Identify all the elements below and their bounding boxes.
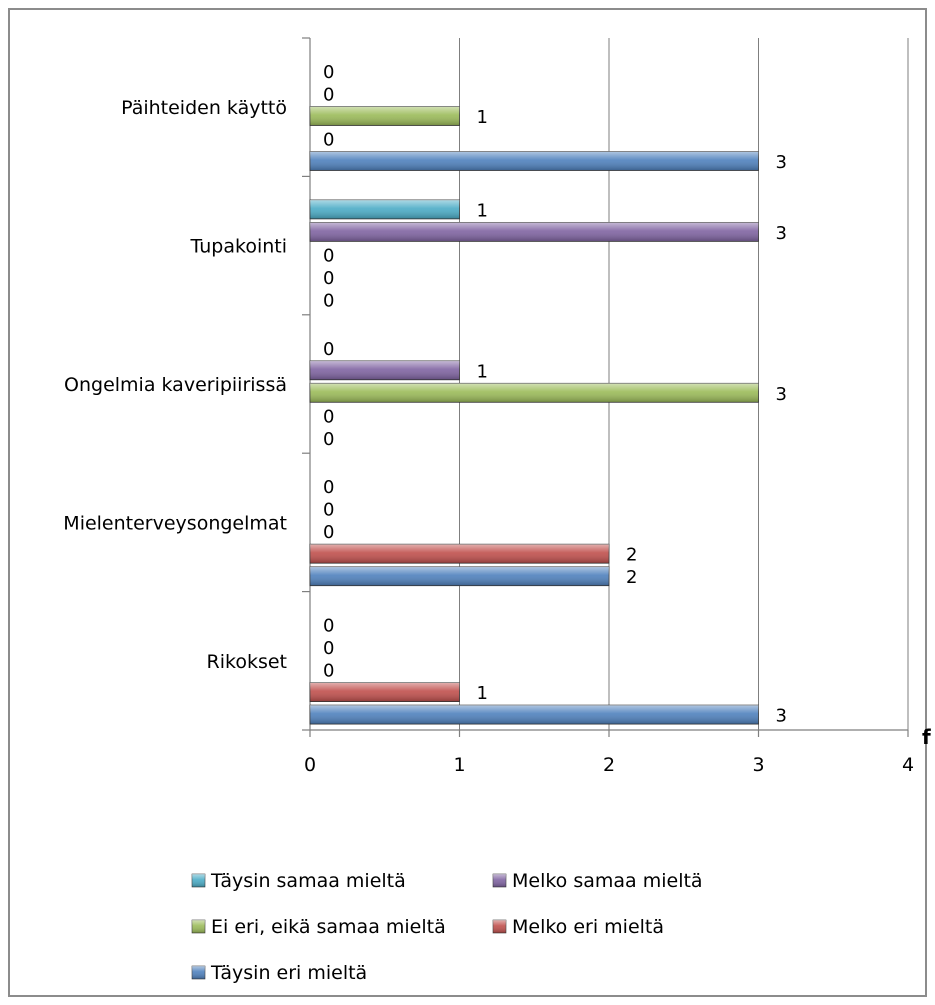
bar-mielenterveysongelmat-taysin-eri-mielta [309, 566, 610, 587]
legend-item-ei-eri-eika-samaa-mielta: Ei eri, eikä samaa mieltä [191, 916, 446, 938]
x-tick-label: 1 [453, 754, 465, 776]
data-label: 0 [323, 661, 334, 682]
bar-tupakointi-taysin-samaa-mielta [309, 199, 460, 220]
bar-paihteiden-kaytto-ei-eri-eika-samaa-mielta [309, 106, 460, 126]
data-label: 1 [477, 683, 488, 704]
data-label: 0 [323, 62, 334, 83]
data-label: 0 [323, 638, 334, 659]
legend-label: Melko samaa mieltä [512, 870, 703, 892]
data-label: 0 [323, 130, 334, 151]
bar-sheen [310, 151, 759, 171]
bar-tupakointi-melko-samaa-mielta [309, 221, 759, 242]
bar-sheen [310, 360, 460, 380]
data-label: 3 [776, 223, 787, 244]
data-label: 0 [323, 245, 334, 266]
legend-swatch-sheen [192, 966, 205, 979]
data-label: 3 [776, 384, 787, 405]
bar-sheen [310, 383, 759, 403]
legend-swatch-sheen [192, 874, 205, 887]
bar-sheen [310, 682, 460, 702]
data-label: 0 [323, 522, 334, 543]
data-label: 0 [323, 290, 334, 311]
data-label: 3 [776, 706, 787, 727]
x-tick-label: 2 [603, 754, 615, 776]
category-label-mielenterveysongelmat: Mielenterveysongelmat [63, 512, 287, 534]
category-label-paihteiden-kaytto: Päihteiden käyttö [121, 97, 287, 119]
legend-item-taysin-eri-mielta: Täysin eri mieltä [191, 962, 367, 984]
data-label: 3 [776, 152, 787, 173]
x-tick-label: 3 [752, 754, 764, 776]
bar-ongelmia-kaveripiirissa-ei-eri-eika-samaa-mielta [309, 382, 759, 403]
data-label: 1 [477, 200, 488, 221]
legend: Täysin samaa mieltä Melko samaa mieltä Ei … [191, 870, 703, 984]
data-label: 0 [323, 406, 334, 427]
bar-sheen [310, 106, 460, 126]
bars [309, 106, 759, 725]
legend-swatch-sheen [493, 920, 506, 933]
legend-item-melko-samaa-mielta: Melko samaa mieltä [492, 870, 703, 892]
bar-sheen [310, 544, 609, 564]
legend-label: Ei eri, eikä samaa mieltä [211, 916, 446, 938]
legend-label: Melko eri mieltä [512, 916, 664, 938]
data-label: 0 [323, 339, 334, 360]
data-label: 2 [626, 545, 637, 566]
data-label: 1 [477, 107, 488, 128]
data-label: 0 [323, 477, 334, 498]
legend-swatch-sheen [192, 920, 205, 933]
bar-paihteiden-kaytto-taysin-eri-mielta [309, 151, 759, 171]
chart-frame [8, 8, 927, 997]
x-tick-label: 0 [304, 754, 316, 776]
data-label: 0 [323, 616, 334, 637]
category-label-tupakointi: Tupakointi [190, 236, 287, 258]
x-tick-label: 4 [902, 754, 914, 776]
data-label: 0 [323, 268, 334, 289]
bar-sheen [310, 566, 609, 586]
bar-sheen [310, 199, 460, 219]
bar-sheen [310, 222, 759, 242]
legend-label: Täysin eri mieltä [210, 962, 367, 984]
legend-item-melko-eri-mielta: Melko eri mieltä [492, 916, 664, 938]
bar-rikokset-taysin-eri-mielta [309, 704, 759, 725]
legend-label: Täysin samaa mieltä [210, 870, 406, 892]
bar-mielenterveysongelmat-melko-eri-mielta [309, 543, 610, 564]
category-label-rikokset: Rikokset [207, 651, 287, 673]
data-label: 0 [323, 85, 334, 106]
legend-swatch-sheen [493, 874, 506, 887]
category-label-ongelmia-kaveripiirissa: Ongelmia kaveripiirissä [64, 374, 287, 396]
bar-rikokset-melko-eri-mielta [309, 682, 460, 702]
bar-sheen [310, 705, 759, 725]
legend-item-taysin-samaa-mielta: Täysin samaa mieltä [191, 870, 406, 892]
axes: 0 1 2 3 4f Rikokset Mielenterveysongelmat Ongel… [63, 37, 931, 776]
x-axis-title: f [922, 725, 931, 749]
data-label: 1 [477, 361, 488, 382]
bar-ongelmia-kaveripiirissa-melko-samaa-mielta [309, 360, 460, 381]
data-label: 2 [626, 567, 637, 588]
data-label: 0 [323, 500, 334, 521]
data-label: 0 [323, 429, 334, 450]
